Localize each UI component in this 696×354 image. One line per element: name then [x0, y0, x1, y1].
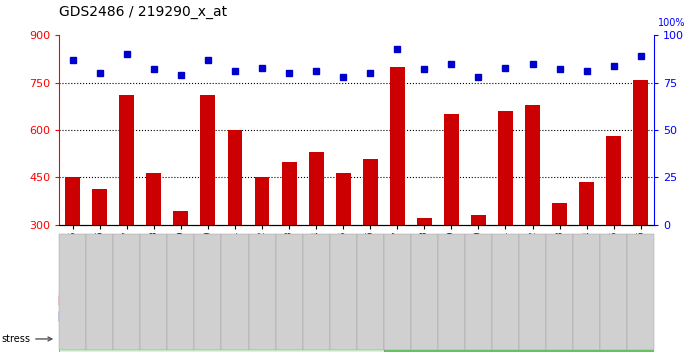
Bar — [363, 159, 378, 319]
Bar — [59, 295, 71, 305]
Bar — [579, 182, 594, 319]
Bar — [444, 114, 459, 319]
Bar — [59, 326, 383, 352]
Bar — [390, 67, 404, 319]
Text: stress: stress — [1, 334, 52, 344]
Bar — [146, 173, 161, 319]
Bar — [498, 111, 513, 319]
Text: 100%: 100% — [658, 18, 686, 28]
Bar — [59, 311, 71, 321]
Bar — [119, 95, 134, 319]
Text: smoker: smoker — [498, 334, 539, 344]
Text: percentile rank within the sample: percentile rank within the sample — [77, 311, 265, 321]
Bar — [552, 203, 567, 319]
Bar — [282, 162, 296, 319]
Bar — [309, 152, 324, 319]
Bar — [633, 80, 648, 319]
Bar — [471, 215, 486, 319]
Bar — [417, 218, 432, 319]
Bar — [606, 136, 621, 319]
Text: count: count — [77, 295, 109, 305]
Text: non-smoker: non-smoker — [189, 334, 255, 344]
Bar — [173, 211, 189, 319]
Text: GDS2486 / 219290_x_at: GDS2486 / 219290_x_at — [59, 5, 228, 19]
Bar — [228, 130, 242, 319]
Bar — [200, 95, 215, 319]
Bar — [65, 177, 80, 319]
Bar — [335, 173, 351, 319]
Bar — [93, 189, 107, 319]
Bar — [255, 177, 269, 319]
Bar — [383, 326, 654, 352]
Bar — [525, 105, 540, 319]
